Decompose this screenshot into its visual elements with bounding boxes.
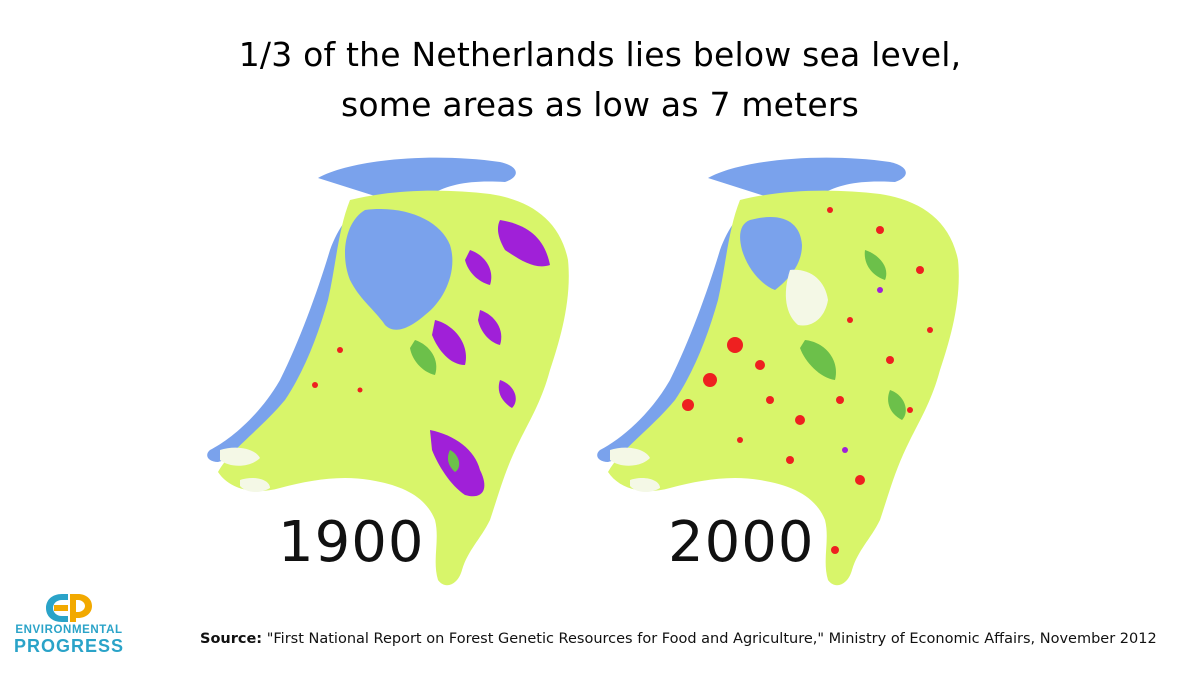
coastal-water (597, 157, 906, 463)
title-line-2: some areas as low as 7 meters (341, 85, 859, 124)
heath-patches (430, 220, 550, 497)
netherlands-map-2000 (597, 157, 959, 586)
ep-logo-icon (46, 594, 92, 622)
logo-text-line1: ENVIRONMENTAL (15, 624, 123, 636)
logo-text-line2: PROGRESS (14, 636, 125, 656)
delta-islands (610, 447, 660, 493)
polder-flevoland (785, 269, 828, 326)
year-label-2000: 2000 (668, 510, 815, 575)
forest-patches (800, 250, 906, 420)
slide-title: 1/3 of the Netherlands lies below sea le… (0, 30, 1200, 130)
heath-patches (842, 287, 883, 453)
delta-islands (220, 447, 270, 493)
inland-water (345, 209, 453, 330)
land-area (608, 190, 959, 586)
forest-patches (410, 340, 460, 472)
urban-areas (682, 207, 933, 554)
source-label: Source: (200, 631, 263, 647)
inland-water (740, 217, 802, 290)
netherlands-map-1900 (207, 157, 569, 586)
source-citation: Source: "First National Report on Forest… (200, 631, 1157, 647)
environmental-progress-logo: ENVIRONMENTAL PROGRESS (14, 592, 124, 662)
year-label-1900: 1900 (278, 510, 425, 575)
urban-areas (312, 347, 363, 393)
source-text: "First National Report on Forest Genetic… (266, 631, 1157, 647)
title-line-1: 1/3 of the Netherlands lies below sea le… (238, 35, 962, 74)
coastal-water (207, 157, 516, 463)
